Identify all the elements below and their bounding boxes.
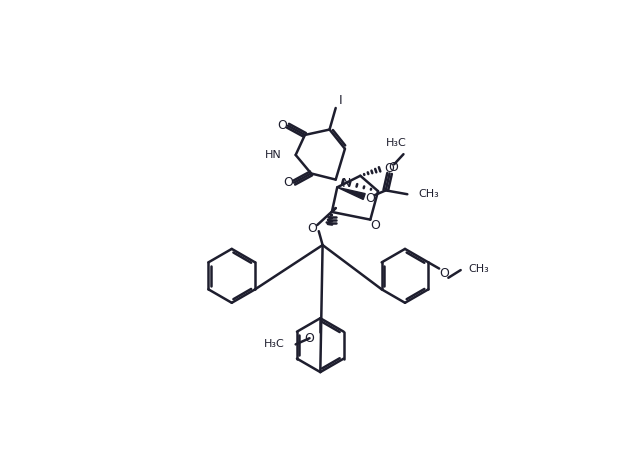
Text: O: O (370, 219, 380, 232)
Text: O: O (385, 162, 394, 174)
Text: H₃C: H₃C (385, 138, 406, 149)
Text: O: O (439, 266, 449, 280)
Text: O: O (308, 222, 317, 235)
Text: H₃C: H₃C (264, 339, 285, 349)
Polygon shape (337, 188, 365, 199)
Text: O: O (277, 119, 287, 132)
Text: CH₃: CH₃ (468, 264, 489, 274)
Text: N: N (342, 177, 351, 190)
Text: CH₃: CH₃ (418, 189, 439, 199)
Text: O: O (304, 332, 314, 345)
Text: O: O (388, 161, 398, 174)
Text: HN: HN (265, 150, 282, 160)
Text: O: O (365, 192, 375, 205)
Text: O: O (283, 176, 293, 189)
Text: I: I (339, 94, 342, 107)
